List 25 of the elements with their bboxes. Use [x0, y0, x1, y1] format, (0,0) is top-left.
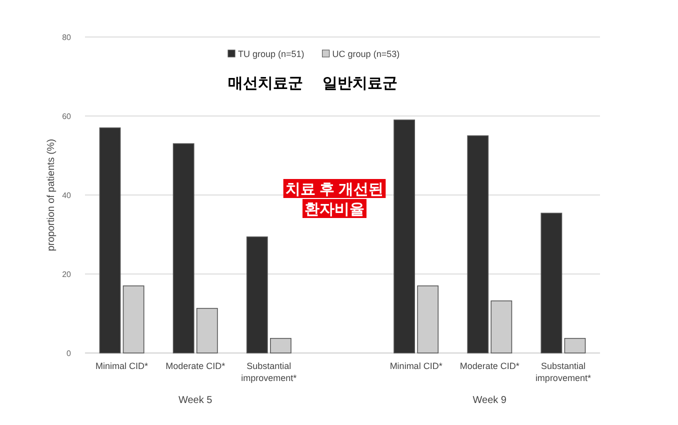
- bar: [394, 120, 415, 354]
- y-tick-label: 40: [62, 191, 72, 200]
- x-tick-label: Minimal CID*: [390, 361, 443, 371]
- bar: [246, 236, 268, 354]
- text: Week 9: [472, 395, 507, 406]
- text: Week 5: [178, 395, 213, 406]
- y-tick-label: 80: [62, 33, 72, 42]
- y-tick-label: 60: [62, 112, 72, 121]
- bar: [99, 127, 121, 354]
- x-tick-label: Moderate CID*: [460, 361, 520, 371]
- x-tick-label: Substantial improvement*: [241, 361, 298, 383]
- y-tick-label: 20: [62, 270, 72, 279]
- x-tick-label: Moderate CID*: [166, 361, 226, 371]
- legend-label: TU group (n=51): [238, 49, 304, 59]
- x-tick-label: Minimal CID*: [96, 361, 149, 371]
- bar: [467, 135, 489, 354]
- legend-label: UC group (n=53): [332, 49, 400, 59]
- callout: 치료 후 개선된 환자비율: [283, 179, 386, 218]
- y-axis-title: proportion of patients (%): [46, 138, 57, 252]
- annotation: 일반치료군: [322, 75, 398, 92]
- bar: [540, 212, 562, 354]
- x-tick-label: Substantial improvement*: [535, 361, 592, 383]
- annotation: 매선치료군: [228, 75, 303, 92]
- y-tick-label: 0: [66, 349, 72, 358]
- bar: [172, 143, 194, 354]
